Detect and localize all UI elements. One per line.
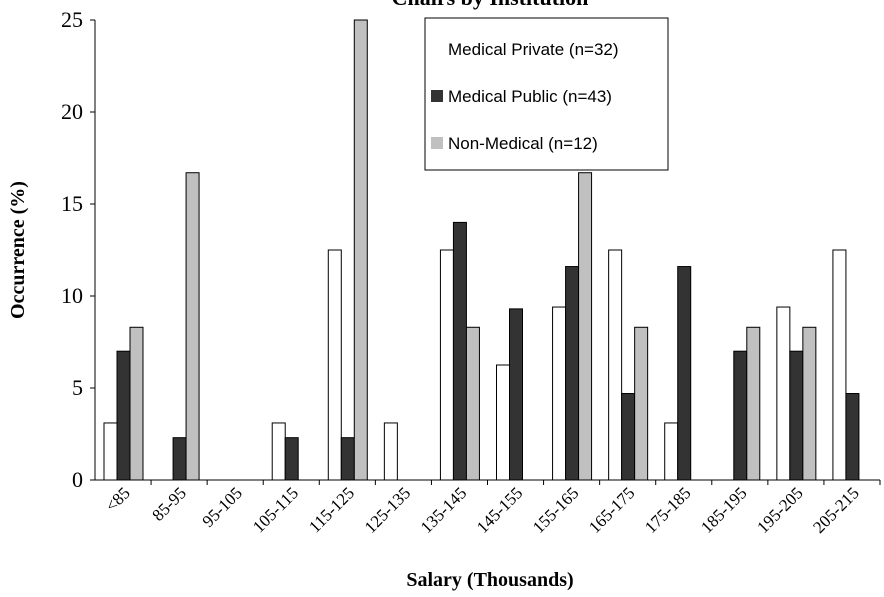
y-tick-label: 15 <box>61 191 83 216</box>
legend-label: Medical Private (n=32) <box>448 40 619 59</box>
bar <box>509 308 523 481</box>
bar <box>565 266 580 481</box>
x-tick-label: 165-175 <box>585 483 639 537</box>
bar <box>129 326 144 481</box>
y-tick-label: 20 <box>61 99 83 124</box>
bar <box>802 326 817 481</box>
bar <box>452 221 467 481</box>
x-tick-label: 195-205 <box>753 483 807 537</box>
y-tick-label: 25 <box>61 7 83 32</box>
legend-swatch <box>431 137 443 149</box>
bar <box>340 437 355 481</box>
x-tick-label: 125-135 <box>361 483 415 537</box>
bar <box>439 249 454 481</box>
bar <box>832 249 847 481</box>
legend-swatch <box>431 90 443 102</box>
chart-title: Chairs by Institution <box>392 0 589 10</box>
legend-label: Non-Medical (n=12) <box>448 134 598 153</box>
bar <box>116 350 131 481</box>
bar <box>496 364 510 481</box>
bar <box>621 393 636 481</box>
x-tick-label: <85 <box>102 483 134 515</box>
x-tick-label: 155-165 <box>529 483 583 537</box>
legend-label: Medical Public (n=43) <box>448 87 612 106</box>
bar <box>608 249 623 481</box>
bar <box>327 249 342 481</box>
x-tick-label: 95-105 <box>199 483 246 530</box>
bar <box>845 393 860 481</box>
y-tick-label: 10 <box>61 283 83 308</box>
x-tick-label: 105-115 <box>249 483 302 536</box>
x-tick-label: 205-215 <box>809 483 863 537</box>
x-tick-label: 145-155 <box>473 483 527 537</box>
legend-box <box>424 17 669 171</box>
legend-swatch <box>431 43 443 55</box>
bar <box>552 306 567 481</box>
bar <box>733 350 748 481</box>
bar <box>789 350 804 481</box>
x-tick-label: 185-195 <box>697 483 751 537</box>
bar <box>664 422 679 481</box>
bar <box>353 19 368 481</box>
bar <box>103 422 118 481</box>
bar <box>776 306 791 481</box>
bar <box>271 422 286 481</box>
x-tick-label: 115-125 <box>305 483 358 536</box>
y-axis-label: Occurrence (%) <box>7 181 29 319</box>
y-tick-label: 0 <box>72 467 83 492</box>
bar <box>185 172 200 481</box>
bar <box>677 266 692 481</box>
x-tick-label: 85-95 <box>148 483 189 524</box>
bar <box>746 326 761 481</box>
bar <box>383 422 398 481</box>
bar <box>172 437 187 481</box>
bar <box>634 326 649 481</box>
x-axis-label: Salary (Thousands) <box>406 569 573 591</box>
x-tick-label: 175-185 <box>641 483 695 537</box>
bar <box>284 437 299 481</box>
bar <box>465 326 480 481</box>
x-tick-label: 135-145 <box>417 483 471 537</box>
y-tick-label: 5 <box>72 375 83 400</box>
bar <box>578 172 593 481</box>
